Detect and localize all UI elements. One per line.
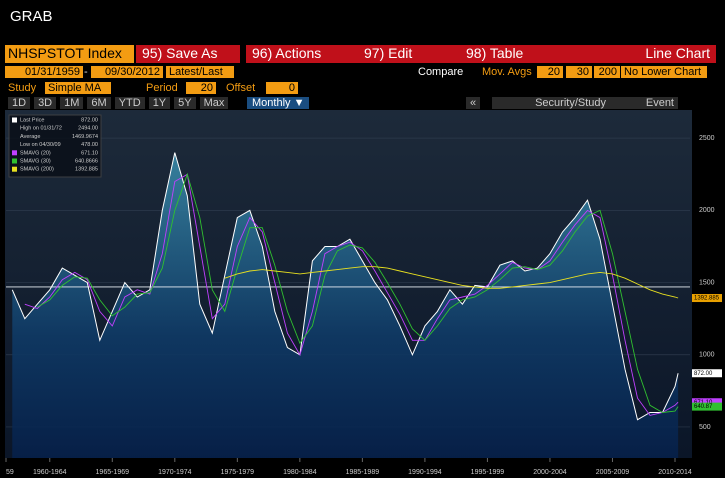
end-date[interactable]: 09/30/2012 [91, 66, 163, 78]
period-label: Period [146, 82, 178, 94]
legend-label: SMAVG (30) [20, 158, 51, 164]
legend-value: 478.00 [81, 142, 98, 148]
legend-label: SMAVG (20) [20, 150, 51, 156]
x-tick-label: 2000-2004 [533, 469, 567, 476]
chart: 500 1000 1500 2000 2500 59 1960-1964 1965-1969 1… [5, 110, 722, 476]
range-button[interactable]: 3D [34, 97, 57, 109]
menu-button[interactable]: 97) Edit [340, 45, 464, 63]
ma-period[interactable]: 20 [537, 66, 563, 78]
x-tick-label: 1990-1994 [408, 469, 442, 476]
menu-button[interactable]: 95) Save As [136, 45, 240, 63]
legend-value: 2494.00 [78, 126, 98, 132]
legend-value: 1469.9674 [72, 134, 98, 140]
x-tick-label: 1965-1969 [96, 469, 130, 476]
range-button[interactable]: Max [199, 97, 229, 109]
y-tick-label: 2500 [699, 135, 715, 142]
study-label: Study [8, 82, 37, 94]
end-tag [692, 294, 722, 303]
x-tick-label: 59 [6, 469, 14, 476]
x-tick-label: 1995-1999 [471, 469, 505, 476]
legend-swatch [12, 117, 17, 123]
series-line [224, 266, 679, 299]
legend-swatch [12, 166, 17, 172]
offset-field[interactable]: 0 [266, 82, 298, 94]
series-line [11, 152, 679, 421]
end-tag-label: 640.87 [694, 404, 713, 410]
legend-swatch [12, 158, 17, 164]
legend-label: Low on 04/30/09 [20, 142, 61, 148]
range-button[interactable]: YTD [114, 97, 145, 109]
legend-value: 640.8666 [75, 158, 98, 164]
x-tick-label: 1960-1964 [33, 469, 67, 476]
event-button[interactable]: Event [610, 97, 678, 109]
offset-label: Offset [226, 82, 256, 94]
collapse-button[interactable]: « [466, 97, 481, 109]
lower-chart[interactable]: No Lower Chart [621, 66, 707, 78]
legend-label: High on 01/31/72 [20, 126, 62, 132]
x-tick-label: 1975-1979 [221, 469, 255, 476]
mode-select[interactable]: Latest/Last [166, 66, 234, 78]
study-select[interactable]: Simple MA [45, 82, 111, 94]
legend-value: 671.10 [81, 150, 98, 156]
end-tag-label: 1392.885 [694, 296, 720, 302]
legend-value: 872.00 [81, 117, 98, 123]
period-field[interactable]: 20 [186, 82, 216, 94]
end-tag-label: 872.00 [694, 371, 713, 377]
compare[interactable]: Compare [418, 66, 464, 78]
ma-period[interactable]: 30 [566, 66, 592, 78]
y-tick-label: 500 [699, 424, 711, 431]
range-bar: 1D 3D 1M 6M YTD 1Y 5Y Max [8, 97, 229, 109]
security-field[interactable]: NHSPSTOT Index [5, 45, 134, 63]
range-button[interactable]: 1M [60, 97, 84, 109]
legend-label: SMAVG (200) [20, 167, 54, 173]
end-tag [692, 402, 722, 411]
window-title: GRAB [10, 8, 53, 25]
frequency-select[interactable]: Monthly ▼ [247, 97, 310, 109]
security-study[interactable]: Security/Study [492, 97, 610, 109]
range-button[interactable]: 5Y [174, 97, 196, 109]
x-tick-label: 2005-2009 [596, 469, 630, 476]
x-tick-label: 2010-2014 [658, 469, 692, 476]
x-tick-label: 1985-1989 [346, 469, 380, 476]
menu-button[interactable]: 98) Table [444, 45, 559, 63]
legend-label: Last Price [20, 117, 44, 123]
y-tick-label: 2000 [699, 207, 715, 214]
legend-label: Average [20, 134, 40, 140]
y-tick-label: 1500 [699, 279, 715, 286]
mov-avgs-label: Mov. Avgs [482, 66, 532, 78]
end-tag [692, 369, 722, 378]
legend-swatch [12, 150, 17, 156]
date-dash: - [84, 66, 88, 78]
start-date[interactable]: 01/31/1959 [5, 66, 83, 78]
series-line [37, 172, 679, 413]
y-tick-label: 1000 [699, 352, 715, 359]
view-button[interactable]: Line Chart [540, 45, 716, 63]
legend-box [8, 114, 102, 178]
x-tick-label: 1970-1974 [158, 469, 192, 476]
ma-period[interactable]: 200 [594, 66, 620, 78]
range-button[interactable]: 1Y [148, 97, 171, 109]
x-tick-label: 1980-1984 [283, 469, 317, 476]
menu-button[interactable]: 96) Actions [246, 45, 342, 63]
range-button[interactable]: 1D [8, 97, 31, 109]
end-tag [692, 398, 722, 407]
legend-value: 1392.885 [75, 167, 98, 173]
range-button[interactable]: 6M [87, 97, 111, 109]
price-area [12, 152, 679, 458]
